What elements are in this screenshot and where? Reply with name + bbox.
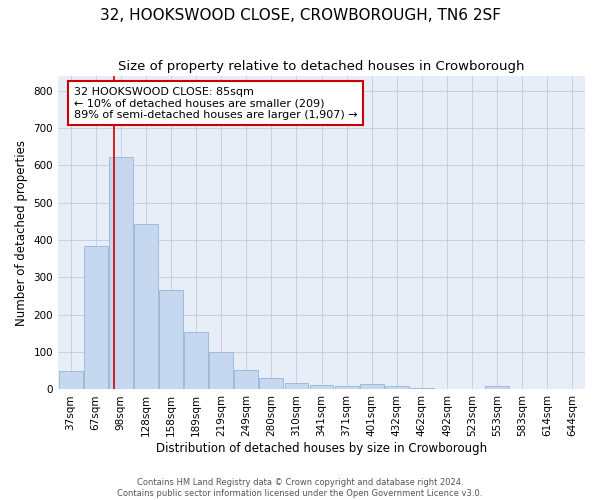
Bar <box>159 290 183 390</box>
Bar <box>235 370 258 390</box>
Bar <box>360 384 383 390</box>
Bar <box>310 385 334 390</box>
Bar <box>184 332 208 390</box>
Text: 32 HOOKSWOOD CLOSE: 85sqm
← 10% of detached houses are smaller (209)
89% of semi: 32 HOOKSWOOD CLOSE: 85sqm ← 10% of detac… <box>74 86 358 120</box>
Bar <box>109 156 133 390</box>
X-axis label: Distribution of detached houses by size in Crowborough: Distribution of detached houses by size … <box>156 442 487 455</box>
Bar <box>410 388 434 390</box>
Bar <box>385 386 409 390</box>
Text: 32, HOOKSWOOD CLOSE, CROWBOROUGH, TN6 2SF: 32, HOOKSWOOD CLOSE, CROWBOROUGH, TN6 2S… <box>100 8 500 22</box>
Bar <box>335 386 359 390</box>
Bar <box>284 382 308 390</box>
Bar <box>259 378 283 390</box>
Title: Size of property relative to detached houses in Crowborough: Size of property relative to detached ho… <box>118 60 525 73</box>
Y-axis label: Number of detached properties: Number of detached properties <box>15 140 28 326</box>
Bar <box>209 352 233 390</box>
Text: Contains HM Land Registry data © Crown copyright and database right 2024.
Contai: Contains HM Land Registry data © Crown c… <box>118 478 482 498</box>
Bar <box>134 224 158 390</box>
Bar <box>59 371 83 390</box>
Bar <box>485 386 509 390</box>
Bar <box>84 246 107 390</box>
